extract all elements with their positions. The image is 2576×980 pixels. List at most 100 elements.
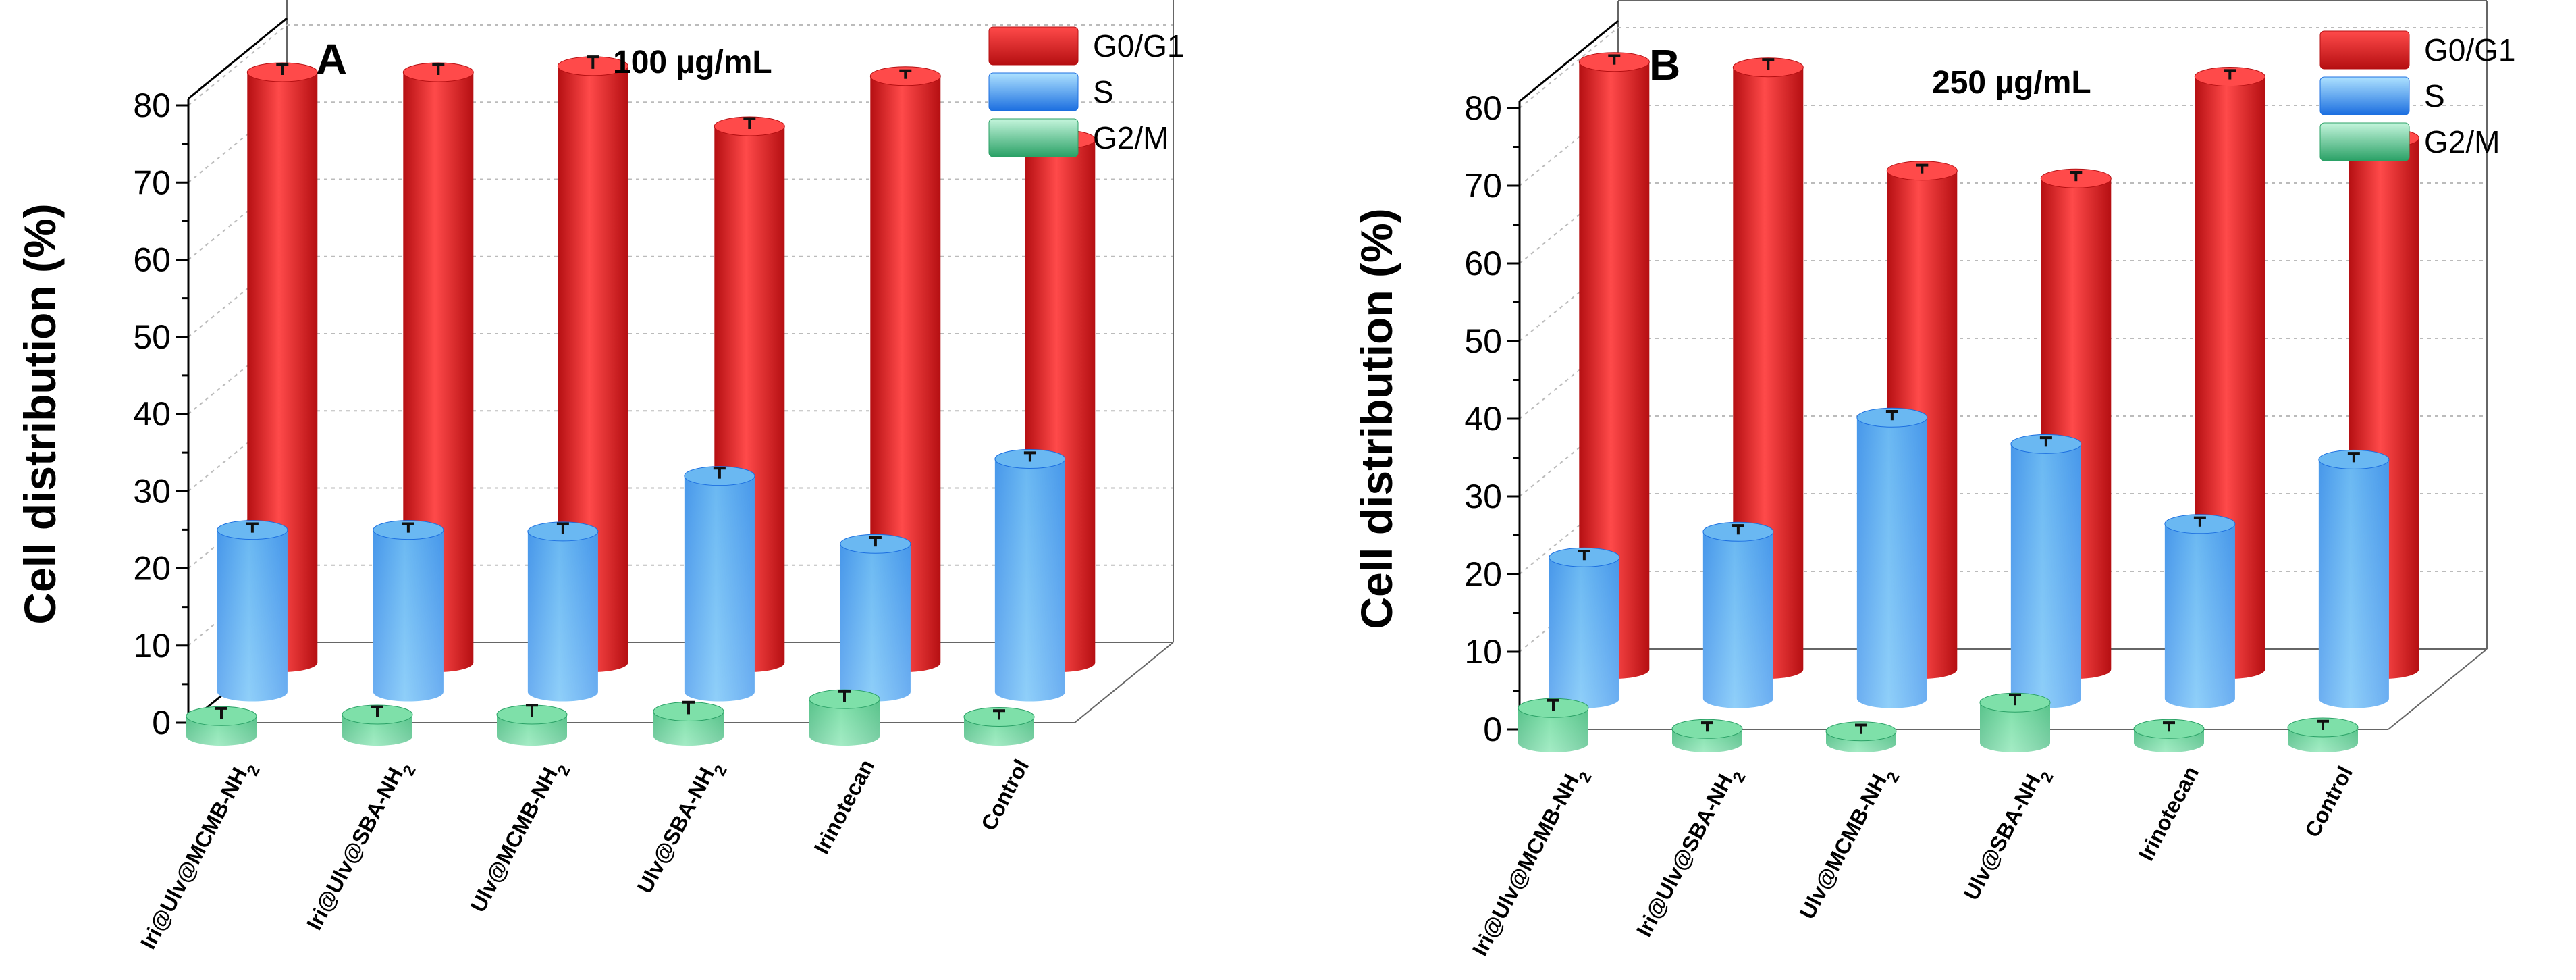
bar-s-irinotecan xyxy=(2164,514,2236,708)
panel-letter: A xyxy=(316,35,347,84)
legend-label: G2/M xyxy=(1093,120,1169,155)
y-tick-label-80: 80 xyxy=(1464,89,1502,127)
y-axis-title: Cell distribution (%) xyxy=(15,203,65,624)
gridline-side-80 xyxy=(1519,27,1619,109)
x-tick-label-control: Control xyxy=(2300,762,2357,841)
y-tick-label-20: 20 xyxy=(133,550,171,588)
y-tick-label-10: 10 xyxy=(133,627,171,665)
bar-g2-m-ulv-mcmb-nh2 xyxy=(496,704,568,746)
bar-g2-m-ulv-sba-nh2 xyxy=(1979,692,2051,752)
y-tick-label-0: 0 xyxy=(1483,711,1502,748)
legend-item-g2-m: G2/M xyxy=(2319,122,2500,161)
legend-label: S xyxy=(2424,78,2445,113)
bar-s-irinotecan xyxy=(840,534,911,702)
legend-item-g0-g1: G0/G1 xyxy=(2319,30,2516,70)
x-tick-label-irinotecan: Irinotecan xyxy=(2134,762,2204,865)
x-tick-label-irinotecan: Irinotecan xyxy=(809,755,880,858)
bar-g2-m-irinotecan xyxy=(2133,719,2205,752)
bar-g0-g1-irinotecan xyxy=(869,66,941,673)
bar-shading xyxy=(1702,532,1773,708)
bar-g2-m-iri-ulv-sba-nh2 xyxy=(342,704,413,746)
x-tick-label-ulv-sba-nh2: Ulv@SBA-NH2 xyxy=(1959,762,2058,908)
x-tick-label-ulv-mcmb-nh2: Ulv@MCMB-NH2 xyxy=(466,755,574,920)
bar-shading xyxy=(527,531,598,702)
legend-label: G0/G1 xyxy=(1093,28,1185,63)
legend-swatch xyxy=(2319,122,2410,161)
bar-shading xyxy=(373,530,444,702)
legend-item-s: S xyxy=(988,72,1114,111)
legend-swatch xyxy=(988,118,1079,157)
bar-shading xyxy=(1856,417,1927,708)
bar-shading xyxy=(1518,708,1588,752)
y-tick-label-70: 70 xyxy=(1464,167,1502,205)
panel-letter: B xyxy=(1649,41,1680,89)
y-tick-label-60: 60 xyxy=(1464,244,1502,282)
y-axis-top-edge xyxy=(188,17,288,100)
bar-g2-m-ulv-sba-nh2 xyxy=(653,700,724,746)
bar-shading xyxy=(2318,459,2389,708)
legend-item-g0-g1: G0/G1 xyxy=(988,26,1185,66)
bar-shading xyxy=(1549,557,1619,708)
legend-swatch xyxy=(2319,76,2410,115)
bar-g2-m-iri-ulv-mcmb-nh2 xyxy=(1518,698,1589,752)
bar-g2-m-control xyxy=(2287,717,2359,752)
floor-right-edge xyxy=(1074,642,1174,723)
x-tick-label-iri-ulv-mcmb-nh2: Iri@Ulv@MCMB-NH2 xyxy=(136,755,263,956)
legend-label: S xyxy=(1093,74,1114,109)
y-tick-label-40: 40 xyxy=(1464,400,1502,438)
y-tick-label-50: 50 xyxy=(133,318,171,356)
x-tick-label-ulv-sba-nh2: Ulv@SBA-NH2 xyxy=(633,755,731,901)
bar-s-iri-ulv-sba-nh2 xyxy=(1702,521,1774,708)
bar-s-ulv-sba-nh2 xyxy=(684,466,755,702)
legend-swatch xyxy=(2319,30,2410,70)
chart-panel-a: 0 10 20 30 40 50 60 70 80 Cell distribution (%) Ir… xyxy=(15,0,1185,957)
bar-shading xyxy=(994,459,1065,702)
bar-shading xyxy=(809,699,880,746)
legend-swatch xyxy=(988,26,1079,66)
bar-body xyxy=(870,76,941,673)
x-tick-label-iri-ulv-sba-nh2: Iri@Ulv@SBA-NH2 xyxy=(1632,762,1749,944)
y-tick-label-60: 60 xyxy=(133,241,171,279)
y-tick-label-10: 10 xyxy=(1464,633,1502,671)
bar-g2-m-iri-ulv-mcmb-nh2 xyxy=(186,706,257,746)
y-tick-label-80: 80 xyxy=(133,86,171,124)
bar-shading xyxy=(1980,702,2050,752)
chart-title: 100 µg/mL xyxy=(613,45,772,80)
bar-shading xyxy=(217,530,288,702)
gridline-side-80 xyxy=(188,24,288,106)
bar-g2-m-iri-ulv-sba-nh2 xyxy=(1671,719,1743,752)
bar-g2-m-control xyxy=(963,706,1035,746)
bar-shading xyxy=(2164,523,2235,708)
bar-s-control xyxy=(2318,449,2390,708)
y-axis-top-edge xyxy=(1519,20,1619,103)
bar-shading xyxy=(684,475,755,702)
chart-title: 250 µg/mL xyxy=(1932,65,2091,101)
bar-shading xyxy=(840,544,911,702)
floor-right-edge xyxy=(2388,648,2488,730)
legend-label: G0/G1 xyxy=(2424,32,2516,68)
bar-s-iri-ulv-sba-nh2 xyxy=(373,520,444,702)
legend-label: G2/M xyxy=(2424,124,2500,159)
y-axis-title: Cell distribution (%) xyxy=(1351,208,1401,629)
bar-g0-g1-iri-ulv-mcmb-nh2 xyxy=(1578,52,1650,679)
bar-s-iri-ulv-mcmb-nh2 xyxy=(217,520,288,702)
y-tick-label-0: 0 xyxy=(152,704,171,742)
bar-g0-g1-ulv-mcmb-nh2 xyxy=(557,55,628,673)
legend-item-s: S xyxy=(2319,76,2445,115)
bar-g2-m-irinotecan xyxy=(809,689,880,746)
bar-s-iri-ulv-mcmb-nh2 xyxy=(1549,547,1620,708)
y-tick-label-40: 40 xyxy=(133,395,171,433)
bar-s-ulv-mcmb-nh2 xyxy=(1856,407,1928,708)
bar-g2-m-ulv-mcmb-nh2 xyxy=(1825,721,1897,752)
bar-body xyxy=(1579,61,1650,679)
bar-body xyxy=(558,66,628,673)
legend-swatch xyxy=(988,72,1079,111)
y-tick-label-30: 30 xyxy=(1464,478,1502,515)
x-tick-label-iri-ulv-mcmb-nh2: Iri@Ulv@MCMB-NH2 xyxy=(1468,762,1595,963)
bar-s-ulv-sba-nh2 xyxy=(2010,434,2082,708)
y-tick-label-30: 30 xyxy=(133,472,171,510)
x-tick-label-ulv-mcmb-nh2: Ulv@MCMB-NH2 xyxy=(1795,762,1904,927)
legend-item-g2-m: G2/M xyxy=(988,118,1169,157)
x-tick-label-iri-ulv-sba-nh2: Iri@Ulv@SBA-NH2 xyxy=(302,755,419,937)
